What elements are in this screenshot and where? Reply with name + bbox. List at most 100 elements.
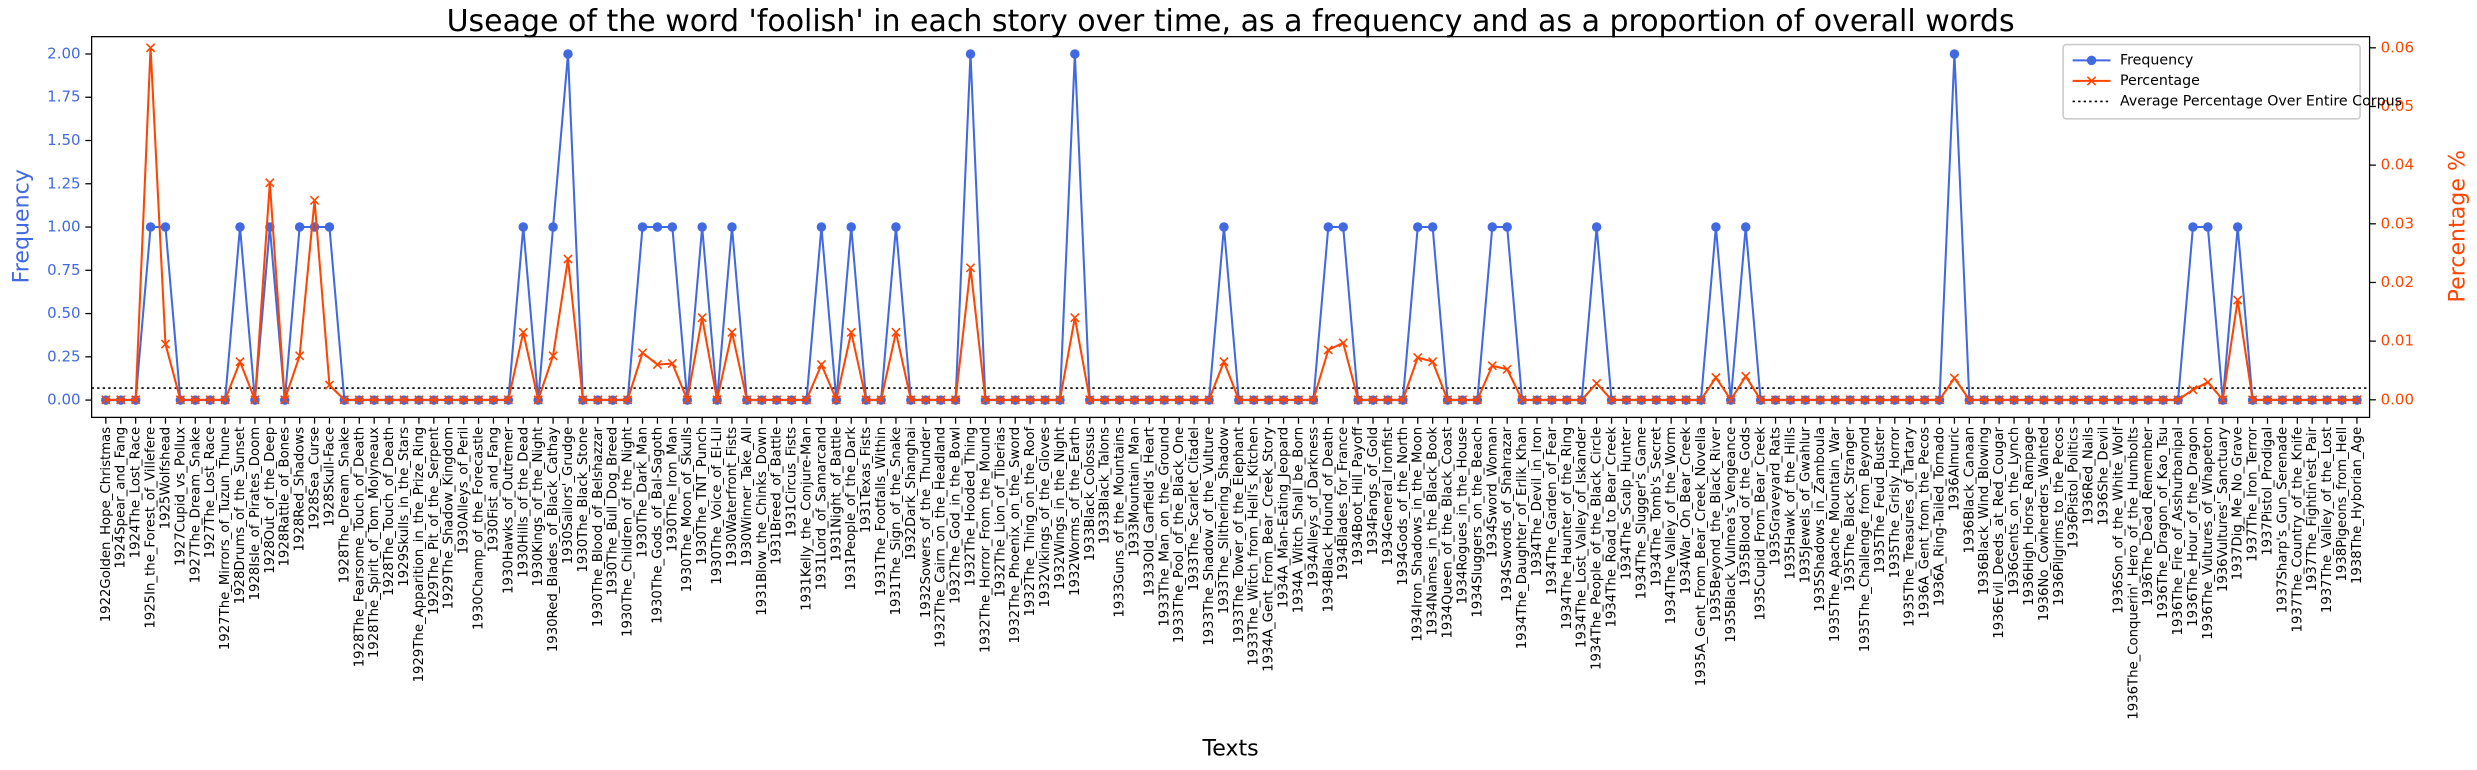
data-point [1219, 222, 1229, 232]
chart-title: Useage of the word 'foolish' in each sto… [447, 4, 2015, 39]
x-tick-label: 1930Fist_and_Fang [486, 427, 501, 553]
x-tick-label: 1934The_Daughter_of_Erlik_Khan [1515, 427, 1530, 649]
data-point [2009, 395, 2019, 405]
data-point [369, 395, 379, 405]
x-tick-label: 1934Rogues_in_the_House [1455, 427, 1470, 605]
data-point [1800, 395, 1811, 405]
data-point [980, 395, 991, 405]
x-tick-label: 1934Sword_Woman [1485, 427, 1500, 558]
x-tick-label: 1930The_Gods_of_Bal-Sagoth [650, 427, 665, 624]
x-tick-label: 1937The_Iron_Terror [2246, 426, 2261, 562]
x-tick-label: 1936Black_Wind_Blowing [1977, 427, 1992, 595]
x-tick-label: 1933The_Pool_of_the_Black_One [1172, 427, 1187, 643]
data-point [160, 339, 171, 349]
x-axis-label: Texts [1201, 736, 1258, 762]
x-tick-label: 1930Champ_of_the_Forecastle [472, 427, 487, 630]
data-point [1114, 395, 1125, 405]
x-tick-label: 1936Vultures'_Sanctuary [2216, 427, 2231, 592]
y2-tick-label: 0.05 [2381, 97, 2414, 115]
x-tick-label: 1935Graveyard_Rats [1769, 427, 1784, 566]
x-tick-label: 1934The_Tomb's_Secret [1649, 427, 1664, 587]
y-tick-label: 1.75 [47, 88, 80, 106]
data-point [1934, 395, 1945, 405]
x-tick-label: 1937The_Country_of_the_Knife [2290, 427, 2305, 633]
data-point [816, 222, 827, 232]
x-tick-label: 1928The_Fearsome_Touch_of_Death [352, 427, 367, 667]
data-point [1681, 395, 1691, 405]
x-tick-label: 1934Queen_of_the_Black_Coast [1441, 427, 1456, 639]
series-line [105, 47, 2357, 404]
data-point [339, 395, 350, 405]
data-point [280, 395, 290, 405]
x-tick-label: 1928Sea_Curse [308, 427, 323, 530]
x-tick-label: 1934The_Haunter_of_the_Ring [1560, 427, 1575, 630]
x-tick-label: 1924Spear_and_Fang [114, 427, 129, 569]
x-tick-label: 1936No_Cowherders_Wanted [2037, 427, 2052, 621]
x-tick-label: 1936A_Ring-Tailed_Tornado [1933, 427, 1948, 606]
legend-box [2062, 43, 2361, 120]
data-point [235, 356, 245, 367]
x-tick-label: 1938The_Hyborian_Age [2350, 427, 2365, 584]
x-tick-label: 1936The_Hour_of_the_Dragon [2186, 427, 2201, 627]
x-tick-label: 1936The_Vultures_of_Whapeton [2201, 427, 2216, 640]
x-tick-label: 1931Breed_of_Battle [770, 427, 785, 565]
x-tick-label: 1935The_Grisly_Horror [1888, 426, 1903, 578]
data-point [667, 358, 678, 369]
data-point [130, 395, 141, 405]
data-point [2054, 395, 2064, 405]
data-point [652, 222, 663, 232]
data-point [1427, 356, 1438, 367]
data-point [1189, 395, 1199, 405]
x-tick-label: 1930The_Bull_Dog_Breed [606, 427, 621, 596]
data-point [1442, 395, 1453, 405]
data-point [697, 312, 707, 323]
data-point [1040, 395, 1050, 405]
data-point [1696, 395, 1706, 405]
data-point [846, 222, 856, 232]
data-point [1383, 395, 1393, 405]
x-tick-label: 1931Night_of_Battle [829, 427, 844, 562]
data-point [1368, 395, 1378, 405]
data-point [2203, 377, 2213, 387]
x-tick-label: 1930Hawks_of_Outremer [501, 426, 516, 594]
data-point [2322, 395, 2332, 405]
data-point [876, 395, 886, 405]
data-point [712, 395, 722, 405]
x-tick-label: 1930Alleys_of_Peril [457, 427, 472, 555]
data-point [1830, 395, 1840, 405]
x-tick-label: 1932Wings_in_the_Night [1053, 427, 1068, 590]
x-tick-label: 1935The_Challenge_from_Beyond [1858, 427, 1873, 652]
x-tick-label: 1929The_Apparition_in_the_Prize_Ring [412, 427, 427, 683]
data-point [1472, 395, 1483, 405]
x-tick-label: 1930Waterfront_Fists [725, 427, 740, 567]
data-point [294, 222, 305, 232]
x-tick-label: 1933The_Scarlet_Citadel [1187, 427, 1202, 591]
x-tick-label: 1934Iron_Shadows_in_the_Moon [1411, 427, 1426, 642]
data-point [399, 395, 409, 405]
x-tick-label: 1927The_Dream_Snake [188, 427, 203, 583]
data-point [727, 222, 737, 232]
data-point [1666, 395, 1676, 405]
x-tick-label: 1928Rattle_of_Bones [278, 427, 293, 567]
x-tick-label: 1927The_Mirrors_of_Tuzun_Thune [218, 427, 233, 650]
data-point [1293, 395, 1304, 405]
data-point [145, 43, 156, 53]
x-tick-label: 1935Shadows_in_Zamboula [1813, 427, 1828, 612]
data-point [1964, 395, 1975, 405]
data-point [1338, 222, 1348, 232]
x-tick-label: 1928The_Dream_Snake [337, 427, 352, 583]
data-point [2307, 395, 2317, 405]
data-point [2039, 395, 2049, 405]
data-point [309, 195, 320, 206]
x-tick-label: 1928Out_of_the_Deep [263, 427, 278, 574]
x-tick-label: 1930The_Dark_Man [636, 427, 651, 558]
x-tick-label: 1937Pistol_Prodigal [2260, 427, 2275, 556]
data-point [637, 348, 648, 358]
data-point [906, 395, 916, 405]
data-point [1875, 395, 1885, 405]
data-point [250, 395, 260, 405]
data-point [1278, 395, 1289, 405]
data-point [742, 395, 752, 405]
data-point [1502, 364, 1512, 374]
x-tick-label: 1934Names_in_the_Black_Book [1426, 427, 1441, 636]
